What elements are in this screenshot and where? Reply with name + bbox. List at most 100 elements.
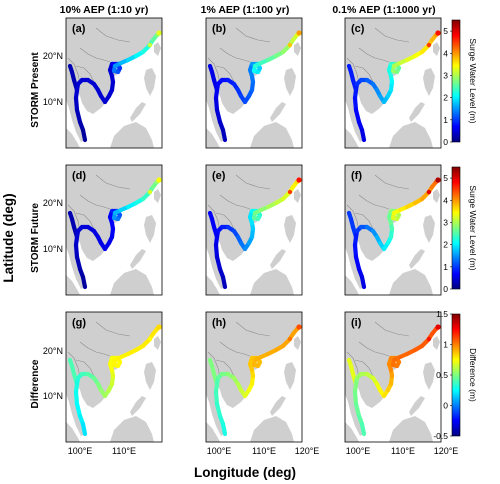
panel-label: (i) [351,317,362,329]
coast-hotspot [156,324,162,330]
map-panel-2: (b) [205,17,303,149]
lat-tick-20-row2: 20°N [43,198,63,208]
island-shape [206,128,220,148]
island-shape [250,416,294,442]
colorbar-3: 1.5 1 0.5 0 -0.5 Difference (m) [433,309,478,441]
coast-segment-south [359,274,367,290]
country-border [235,174,271,190]
mainland-shape [345,165,441,289]
island-shape [389,416,433,442]
coast-hotspot [435,30,441,36]
coast-hotspot [426,42,432,48]
island-shape [389,122,433,148]
mainland-shape [206,312,302,436]
panel-label: (c) [351,23,365,35]
island-shape [154,336,161,350]
colorbar-tick-label: 0 [443,401,448,411]
country-border [358,47,390,63]
colorbar-tick-label: 5 [443,26,448,36]
country-border [67,57,81,85]
coast-hotspot [287,336,293,342]
coast-segment-south [80,274,88,290]
island-shape [110,122,154,148]
mainland-shape [66,312,162,436]
island-shape [284,362,296,390]
colorbar-tick-label: 3 [443,70,448,80]
coast-segment-west [346,63,354,75]
coast-segment-west [346,357,354,369]
colorbar-label: Surge Water Level (m) [468,38,478,123]
coast-segment-west [207,63,215,75]
country-border [67,351,81,379]
country-border [358,341,390,357]
country-border [219,341,251,357]
map-panel-1: (a) [65,17,163,149]
island-shape [433,42,440,56]
island-shape [433,336,440,350]
lon-tick-100-col2: 100°E [207,446,232,456]
country-border [95,27,131,43]
coast-segment-west [67,63,75,75]
panel-frame [65,164,163,296]
map-panels: (a) (b) (c) (d) (e) (f) (g) (h) (i) [65,17,442,443]
colorbar-tick-label: 1 [443,115,448,125]
island-shape [284,215,296,243]
panel-label: (b) [212,23,226,35]
x-axis-label: Longitude (deg) [194,465,296,480]
island-shape [284,68,296,96]
island-shape [270,102,286,122]
colorbar-tick-label: 3 [443,217,448,227]
colorbar-tick-label: 4 [443,195,448,205]
island-shape [409,249,425,269]
lon-tick-110-col3: 110°E [391,446,415,456]
lat-tick-10-row1: 10°N [43,97,63,107]
lat-tick-10-row2: 10°N [43,244,63,254]
island-shape [409,102,425,122]
mainland-shape [66,18,162,142]
country-border [207,204,221,232]
coast-hotspot [435,324,441,330]
lat-tick-20-row1: 20°N [43,51,63,61]
panel-label: (h) [212,317,226,329]
island-shape [130,249,146,269]
coast-hotspot [147,42,153,48]
island-shape [345,422,359,442]
island-shape [433,189,440,203]
colorbar-2: 5 4 3 2 1 0 Surge Water Level (m) [443,166,478,294]
coast-hotspot [156,30,162,36]
panel-frame [65,17,163,149]
island-shape [250,122,294,148]
island-shape [250,269,294,295]
colorbar-tick-label: 2 [443,240,448,250]
country-border [95,174,131,190]
coast-hotspot [156,177,162,183]
island-shape [423,215,435,243]
panel-frame [205,164,303,296]
panel-label: (f) [351,170,362,182]
country-border [219,194,251,210]
colorbar-gradient [451,19,461,143]
island-shape [144,68,156,96]
column-title-3: 0.1% AEP (1:1000 yr) [332,4,435,16]
island-shape [206,275,220,295]
mainland-shape [206,18,302,142]
island-shape [154,42,161,56]
lon-tick-100-col1: 100°E [68,446,93,456]
country-border [235,27,271,43]
colorbar-tick-label: 1 [443,262,448,272]
coast-segment-west [207,210,215,222]
colorbar-tick-label: 1.5 [436,309,448,319]
coast-hotspot [296,324,302,330]
island-shape [270,396,286,416]
panel-label: (a) [72,23,86,35]
coast-hotspot [296,177,302,183]
colorbar-tick-label: 0.5 [436,370,448,380]
island-shape [130,396,146,416]
island-shape [130,102,146,122]
panel-label: (d) [72,170,86,182]
coast-segment-south [80,421,88,437]
map-panel-8: (h) [205,311,303,443]
lon-tick-110-col2: 110°E [252,446,276,456]
country-border [374,321,410,337]
panel-frame [205,311,303,443]
